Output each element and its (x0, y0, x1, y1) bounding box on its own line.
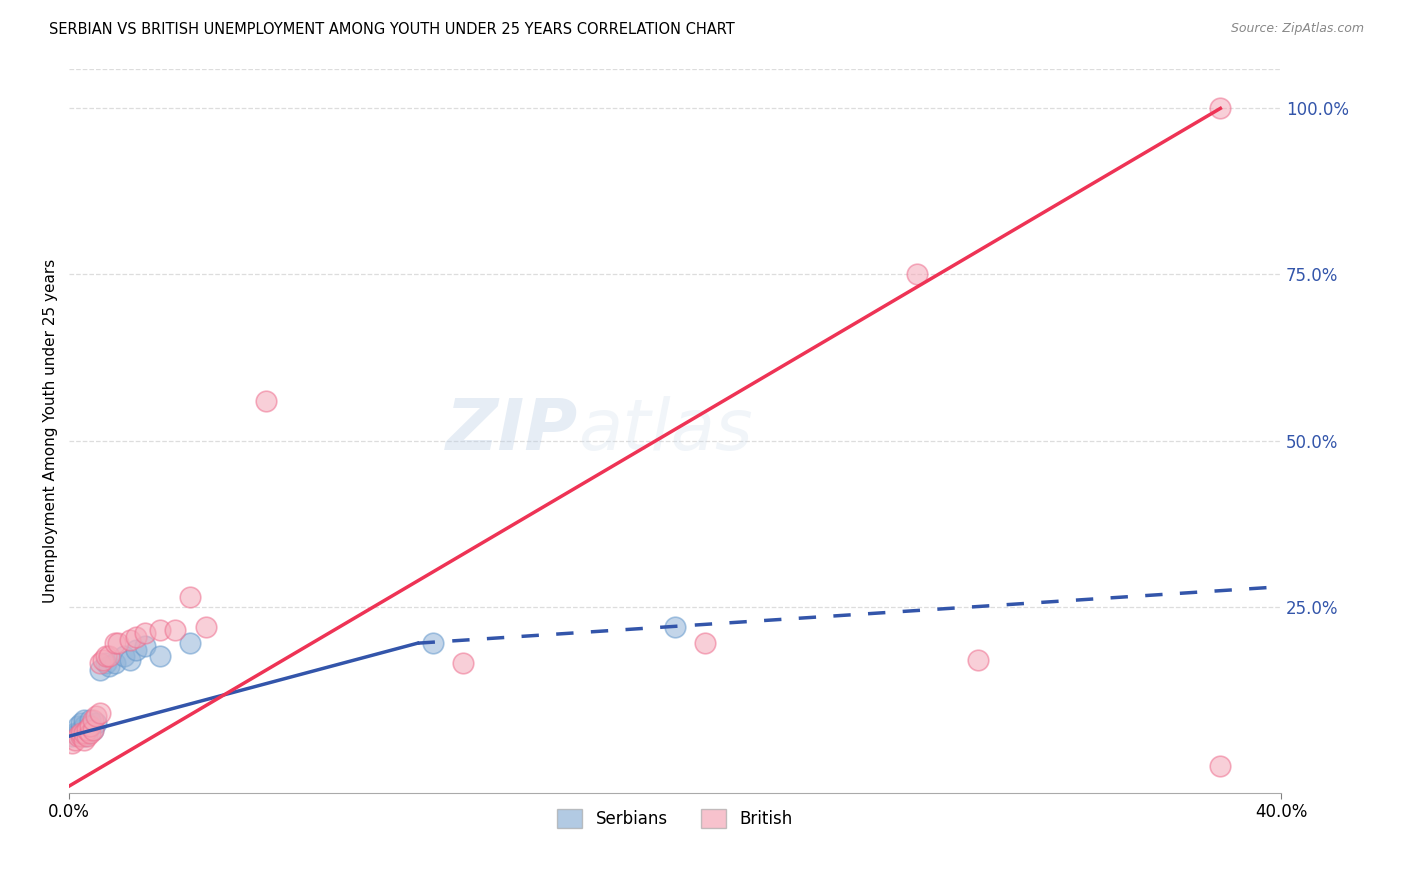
Point (79, 713, 101, 727)
Point (67, 719, 90, 733)
Point (194, 619, 217, 633)
Point (67, 729, 90, 743)
Point (89, 663, 111, 677)
Point (89, 656, 111, 670)
Point (70, 729, 93, 743)
Point (91, 653, 114, 667)
Point (82, 723, 104, 737)
Point (67, 726, 90, 740)
Point (86, 709, 108, 723)
Point (60, 729, 83, 743)
Point (1209, 759, 1232, 773)
Point (76, 726, 98, 740)
Point (60, 736, 83, 750)
Point (70, 723, 93, 737)
Point (134, 626, 156, 640)
Point (107, 636, 129, 650)
Y-axis label: Unemployment Among Youth under 25 years: Unemployment Among Youth under 25 years (44, 259, 58, 603)
Point (149, 623, 172, 637)
Text: atlas: atlas (578, 396, 752, 465)
Point (73, 732, 96, 747)
Point (149, 649, 172, 664)
Point (907, 268, 929, 282)
Point (125, 630, 148, 644)
Point (73, 719, 96, 733)
Point (112, 649, 135, 664)
Point (70, 726, 93, 740)
Point (73, 713, 96, 727)
Text: Source: ZipAtlas.com: Source: ZipAtlas.com (1230, 22, 1364, 36)
Point (82, 713, 104, 727)
Point (422, 636, 444, 650)
Point (125, 642, 148, 657)
Point (118, 653, 141, 667)
Point (65, 732, 87, 747)
Point (451, 656, 474, 670)
Point (94, 649, 117, 664)
Point (97, 659, 120, 673)
Point (70, 726, 93, 740)
Point (73, 729, 96, 743)
Point (86, 715, 108, 730)
Point (97, 649, 120, 664)
Point (82, 723, 104, 737)
Point (179, 636, 201, 650)
Point (76, 723, 98, 737)
Point (79, 719, 101, 733)
Point (76, 723, 98, 737)
Point (664, 619, 686, 633)
Point (76, 729, 98, 743)
Point (254, 393, 277, 408)
Point (134, 640, 156, 654)
Point (104, 636, 127, 650)
Legend: Serbians, British: Serbians, British (551, 803, 800, 835)
Point (118, 632, 141, 647)
Point (179, 590, 201, 604)
Point (967, 653, 990, 667)
Text: ZIP: ZIP (446, 396, 578, 465)
Point (695, 636, 717, 650)
Point (79, 726, 101, 740)
Point (104, 656, 127, 670)
Point (65, 726, 87, 740)
Point (89, 706, 111, 720)
Point (73, 726, 96, 740)
Point (94, 656, 117, 670)
Point (70, 715, 93, 730)
Point (165, 623, 187, 637)
Text: SERBIAN VS BRITISH UNEMPLOYMENT AMONG YOUTH UNDER 25 YEARS CORRELATION CHART: SERBIAN VS BRITISH UNEMPLOYMENT AMONG YO… (49, 22, 735, 37)
Point (1209, 102, 1232, 116)
Point (79, 719, 101, 733)
